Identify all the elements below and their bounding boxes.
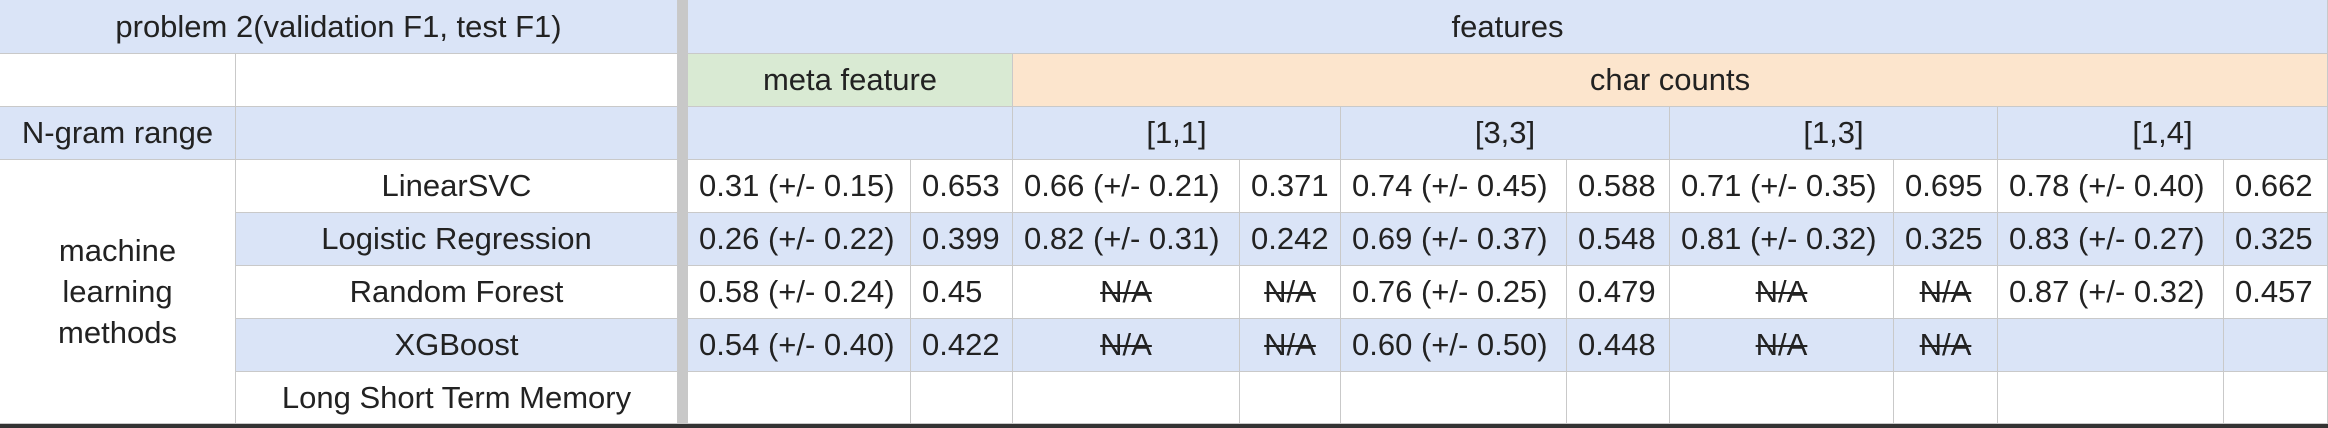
table-cell[interactable] <box>1998 372 2224 424</box>
table-cell[interactable]: 0.81 (+/- 0.32) <box>1670 213 1894 266</box>
method-label: XGBoost <box>394 327 519 362</box>
table-cell[interactable] <box>1341 372 1567 424</box>
table-cell[interactable]: N/A <box>1013 319 1240 372</box>
table-cell[interactable]: 0.479 <box>1567 266 1670 319</box>
char-counts-label: char counts <box>1589 62 1751 97</box>
range-header-cell[interactable]: [1,1] <box>1013 107 1341 160</box>
features-label: features <box>1451 8 1564 44</box>
problem-header-cell[interactable]: problem 2(validation F1, test F1) <box>0 0 678 54</box>
frozen-column-divider[interactable] <box>678 0 688 428</box>
table-cell[interactable]: 0.26 (+/- 0.22) <box>688 213 911 266</box>
table-cell[interactable]: N/A <box>1240 266 1341 319</box>
meta-feature-header-cell[interactable]: meta feature <box>688 54 1013 107</box>
table-cell[interactable]: 0.695 <box>1894 160 1998 213</box>
table-cell[interactable] <box>2224 372 2328 424</box>
table-cell[interactable]: 0.457 <box>2224 266 2328 319</box>
table-cell[interactable] <box>1240 372 1341 424</box>
table-cell[interactable]: N/A <box>1670 266 1894 319</box>
method-label: LinearSVC <box>381 168 532 203</box>
table-cell[interactable]: 0.82 (+/- 0.31) <box>1013 213 1240 266</box>
range-label: [1,1] <box>1146 115 1207 150</box>
table-cell[interactable]: 0.588 <box>1567 160 1670 213</box>
table-cell[interactable] <box>688 372 911 424</box>
ngram-range-label: N-gram range <box>21 115 214 150</box>
table-cell[interactable] <box>1670 372 1894 424</box>
table-cell[interactable]: N/A <box>1240 319 1341 372</box>
empty-cell[interactable] <box>236 107 678 160</box>
table-cell[interactable] <box>1567 372 1670 424</box>
empty-cell[interactable] <box>688 107 1013 160</box>
range-label: [1,3] <box>1803 115 1864 150</box>
table-cell[interactable]: N/A <box>1013 266 1240 319</box>
table-cell[interactable]: N/A <box>1670 319 1894 372</box>
table-cell[interactable]: 0.87 (+/- 0.32) <box>1998 266 2224 319</box>
range-header-cell[interactable]: [1,3] <box>1670 107 1998 160</box>
table-cell[interactable]: 0.422 <box>911 319 1013 372</box>
table-cell[interactable]: N/A <box>1894 319 1998 372</box>
table-cell[interactable]: 0.54 (+/- 0.40) <box>688 319 911 372</box>
ngram-range-header-cell[interactable]: N-gram range <box>0 107 236 160</box>
table-cell[interactable]: 0.74 (+/- 0.45) <box>1341 160 1567 213</box>
table-cell[interactable]: 0.548 <box>1567 213 1670 266</box>
method-cell[interactable]: Random Forest <box>236 266 678 319</box>
table-cell[interactable]: 0.448 <box>1567 319 1670 372</box>
table-cell[interactable]: 0.58 (+/- 0.24) <box>688 266 911 319</box>
empty-cell[interactable] <box>0 54 236 107</box>
char-counts-header-cell[interactable]: char counts <box>1013 54 2328 107</box>
table-cell[interactable]: 0.69 (+/- 0.37) <box>1341 213 1567 266</box>
range-label: [3,3] <box>1474 115 1536 150</box>
table-cell[interactable]: 0.76 (+/- 0.25) <box>1341 266 1567 319</box>
table-cell[interactable]: 0.242 <box>1240 213 1341 266</box>
table-cell[interactable]: 0.71 (+/- 0.35) <box>1670 160 1894 213</box>
empty-cell[interactable] <box>236 54 678 107</box>
table-cell[interactable]: 0.66 (+/- 0.21) <box>1013 160 1240 213</box>
table-cell[interactable]: 0.653 <box>911 160 1013 213</box>
method-cell[interactable]: Logistic Regression <box>236 213 678 266</box>
table-cell[interactable] <box>1013 372 1240 424</box>
table-cell[interactable] <box>1998 319 2224 372</box>
range-label: [1,4] <box>2132 115 2193 150</box>
range-header-cell[interactable]: [3,3] <box>1341 107 1670 160</box>
frozen-row-divider <box>0 424 2328 428</box>
group-label: machine learning methods <box>58 233 177 350</box>
range-header-cell[interactable]: [1,4] <box>1998 107 2328 160</box>
table-cell[interactable]: 0.662 <box>2224 160 2328 213</box>
table-cell[interactable] <box>1894 372 1998 424</box>
group-label-cell[interactable]: machine learning methods <box>0 160 236 424</box>
table-cell[interactable] <box>911 372 1013 424</box>
method-label: Long Short Term Memory <box>281 379 632 415</box>
method-cell[interactable]: XGBoost <box>236 319 678 372</box>
table-cell[interactable]: 0.325 <box>2224 213 2328 266</box>
table-cell[interactable]: 0.60 (+/- 0.50) <box>1341 319 1567 372</box>
problem-label: problem 2(validation F1, test F1) <box>115 8 562 44</box>
features-header-cell[interactable]: features <box>688 0 2328 54</box>
method-cell[interactable]: LinearSVC <box>236 160 678 213</box>
table-cell[interactable] <box>2224 319 2328 372</box>
table-cell[interactable]: 0.31 (+/- 0.15) <box>688 160 911 213</box>
method-label: Random Forest <box>349 274 564 309</box>
table-cell[interactable]: 0.325 <box>1894 213 1998 266</box>
table-cell[interactable]: N/A <box>1894 266 1998 319</box>
table-cell[interactable]: 0.83 (+/- 0.27) <box>1998 213 2224 266</box>
method-cell[interactable]: Long Short Term Memory <box>236 372 678 424</box>
table-cell[interactable]: 0.399 <box>911 213 1013 266</box>
table-cell[interactable]: 0.78 (+/- 0.40) <box>1998 160 2224 213</box>
table-cell[interactable]: 0.371 <box>1240 160 1341 213</box>
meta-feature-label: meta feature <box>762 62 938 97</box>
method-label: Logistic Regression <box>321 221 592 256</box>
table-cell[interactable]: 0.45 <box>911 266 1013 319</box>
